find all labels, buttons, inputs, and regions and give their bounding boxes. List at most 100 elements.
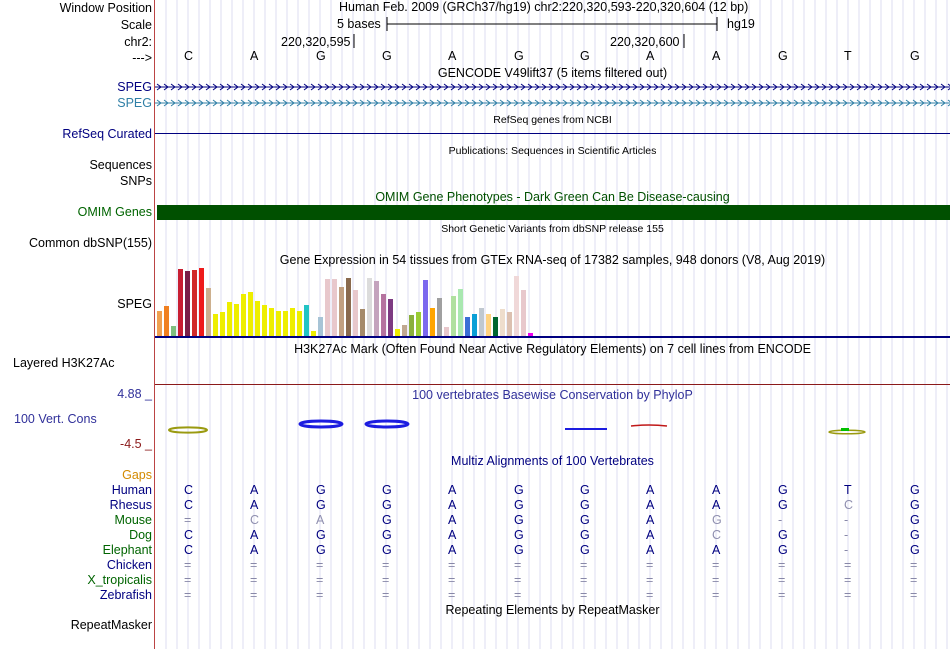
genome-browser-image[interactable]: Human Feb. 2009 (GRCh37/hg19) chr2:220,3… <box>155 0 950 649</box>
gtex-tissue-bar[interactable] <box>381 294 386 336</box>
multiz-species-label[interactable]: Dog <box>129 528 152 542</box>
gtex-tissue-bar[interactable] <box>255 301 260 336</box>
dbsnp-track-label[interactable]: Common dbSNP(155) <box>29 236 152 250</box>
gtex-tissue-bar[interactable] <box>262 305 267 336</box>
gencode-track-label-2[interactable]: SPEG <box>117 96 152 110</box>
gtex-tissue-bar[interactable] <box>374 281 379 336</box>
gencode-track-label-1[interactable]: SPEG <box>117 80 152 94</box>
gencode-track-title: GENCODE V49lift37 (5 items filtered out) <box>437 66 668 80</box>
alignment-base: G <box>778 498 788 512</box>
phylop-signal[interactable] <box>155 416 950 440</box>
gtex-tissue-bar[interactable] <box>423 280 428 336</box>
gtex-tissue-bar[interactable] <box>444 327 449 336</box>
gtex-tissue-bar[interactable] <box>157 311 162 336</box>
gtex-tissue-bar[interactable] <box>304 305 309 336</box>
gtex-tissue-bar[interactable] <box>437 298 442 336</box>
gtex-tissue-bar[interactable] <box>325 279 330 336</box>
base-letter: A <box>712 49 721 63</box>
gtex-tissue-bar[interactable] <box>500 309 505 336</box>
omim-track-label[interactable]: OMIM Genes <box>77 205 152 219</box>
gtex-tissue-bar[interactable] <box>395 329 400 336</box>
label-divider <box>154 0 155 649</box>
multiz-species-label[interactable]: Human <box>111 483 152 497</box>
multiz-species-label[interactable]: Elephant <box>102 543 152 557</box>
gaps-track-label[interactable]: Gaps <box>122 468 152 482</box>
gtex-tissue-bar[interactable] <box>528 333 533 336</box>
gtex-tissue-bar[interactable] <box>192 270 197 336</box>
gtex-tissue-bar[interactable] <box>430 308 435 336</box>
refseq-track-label[interactable]: RefSeq Curated <box>62 127 152 141</box>
alignment-base: A <box>712 483 721 497</box>
gtex-tissue-bar[interactable] <box>206 288 211 336</box>
coord-right: 220,320,600 <box>610 35 680 49</box>
gtex-tissue-bar[interactable] <box>346 278 351 336</box>
gtex-tissue-bar[interactable] <box>234 304 239 336</box>
gtex-track-label[interactable]: SPEG <box>117 297 152 311</box>
refseq-gene-line[interactable] <box>155 133 950 134</box>
gtex-tissue-bar[interactable] <box>199 268 204 336</box>
gtex-tissue-bar[interactable] <box>367 278 372 336</box>
alignment-base: = <box>382 573 390 587</box>
h3k27ac-signal-baseline[interactable] <box>155 384 950 385</box>
gtex-tissue-bar[interactable] <box>276 311 281 336</box>
alignment-base: A <box>448 513 457 527</box>
gtex-tissue-bar[interactable] <box>269 308 274 336</box>
gtex-tissue-bar[interactable] <box>339 287 344 336</box>
gtex-tissue-bar[interactable] <box>388 299 393 336</box>
gtex-tissue-bar[interactable] <box>164 306 169 336</box>
gtex-tissue-bar[interactable] <box>283 311 288 336</box>
gtex-tissue-bar[interactable] <box>318 317 323 336</box>
gtex-tissue-bar[interactable] <box>486 314 491 336</box>
snps-track-label[interactable]: SNPs <box>120 174 152 188</box>
alignment-base: G <box>514 528 524 542</box>
gtex-tissue-bar[interactable] <box>178 269 183 336</box>
multiz-species-label[interactable]: Mouse <box>114 513 152 527</box>
gtex-tissue-bar[interactable] <box>472 314 477 336</box>
gtex-tissue-bar[interactable] <box>353 290 358 336</box>
gtex-tissue-bar[interactable] <box>409 315 414 336</box>
gtex-tissue-bar[interactable] <box>220 312 225 336</box>
phylop-track-label[interactable]: 100 Vert. Cons <box>14 412 97 426</box>
gtex-tissue-bar[interactable] <box>507 312 512 336</box>
phylop-max-label: 4.88 _ <box>117 387 152 401</box>
h3k27ac-track-label[interactable]: Layered H3K27Ac <box>13 356 115 370</box>
gtex-tissue-bar[interactable] <box>458 289 463 336</box>
gtex-tissue-bar[interactable] <box>451 296 456 336</box>
gtex-tissue-bar[interactable] <box>290 308 295 336</box>
gtex-tissue-bar[interactable] <box>360 309 365 336</box>
gtex-tissue-bar[interactable] <box>332 279 337 336</box>
omim-gene-bar[interactable] <box>157 205 950 220</box>
multiz-species-label[interactable]: Zebrafish <box>99 588 152 602</box>
gtex-tissue-bar[interactable] <box>479 308 484 336</box>
scale-text: 5 bases <box>337 17 381 31</box>
gtex-tissue-bar[interactable] <box>171 326 176 336</box>
gtex-tissue-bar[interactable] <box>465 317 470 336</box>
gtex-tissue-bar[interactable] <box>402 325 407 336</box>
phylop-min-label: -4.5 _ <box>120 437 152 451</box>
gtex-tissue-bar[interactable] <box>185 271 190 336</box>
gtex-tissue-bar[interactable] <box>297 311 302 336</box>
gtex-tissue-bar[interactable] <box>311 331 316 336</box>
alignment-base: = <box>778 573 786 587</box>
alignment-base: - <box>844 513 849 527</box>
multiz-species-label[interactable]: Chicken <box>106 558 152 572</box>
alignment-base: = <box>250 588 258 602</box>
gtex-tissue-bar[interactable] <box>241 294 246 336</box>
gtex-tissue-bar[interactable] <box>248 292 253 336</box>
repeatmasker-track-label[interactable]: RepeatMasker <box>70 618 152 632</box>
sequences-track-label[interactable]: Sequences <box>89 158 152 172</box>
gtex-tissue-bar[interactable] <box>227 302 232 336</box>
gencode-gene-models[interactable] <box>155 80 950 110</box>
base-letter: A <box>448 49 457 63</box>
alignment-base: = <box>646 558 654 572</box>
refseq-track-title: RefSeq genes from NCBI <box>493 114 612 126</box>
gtex-tissue-bar[interactable] <box>521 290 526 336</box>
gtex-tissue-bar[interactable] <box>213 314 218 336</box>
gtex-tissue-bar[interactable] <box>416 312 421 336</box>
multiz-species-label[interactable]: X_tropicalis <box>87 573 152 587</box>
gtex-tissue-bar[interactable] <box>493 317 498 336</box>
gtex-tissue-bar[interactable] <box>514 276 519 336</box>
multiz-species-label[interactable]: Rhesus <box>109 498 152 512</box>
alignment-base: G <box>514 513 524 527</box>
gtex-bar-chart[interactable] <box>155 266 950 338</box>
